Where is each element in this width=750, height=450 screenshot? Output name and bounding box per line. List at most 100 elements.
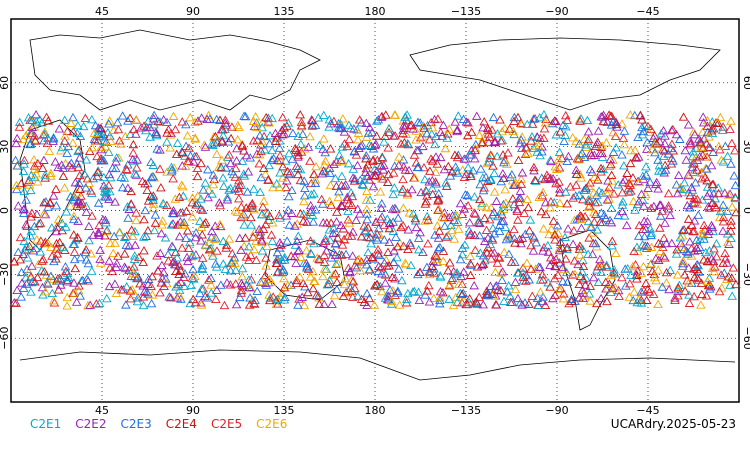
observation-triangle [668, 124, 678, 134]
observation-triangle [533, 300, 544, 309]
observation-triangle [326, 253, 337, 262]
observation-triangle [318, 271, 328, 281]
observation-triangle [692, 165, 702, 174]
observation-triangle [481, 225, 492, 234]
observation-triangle [656, 128, 666, 138]
observation-triangle [422, 211, 432, 221]
observation-triangle [545, 282, 555, 291]
observation-triangle [390, 273, 400, 283]
observation-triangle [503, 281, 514, 290]
bottom-lon-label: −90 [545, 404, 568, 417]
observation-triangle [220, 115, 231, 124]
observation-triangle [190, 134, 200, 143]
observation-triangle [250, 111, 261, 121]
observation-triangle [57, 218, 68, 227]
observation-triangle [75, 131, 86, 141]
observation-triangle [415, 118, 426, 127]
observation-triangle [663, 188, 674, 198]
left-latitude-labels: 60300−30−60 [0, 76, 11, 350]
observation-triangle [71, 297, 82, 306]
observation-triangle [84, 178, 94, 188]
observation-triangle [432, 257, 442, 266]
observation-triangle [283, 118, 294, 127]
observation-triangle [240, 233, 251, 242]
observation-triangle [330, 250, 341, 259]
observation-triangle [671, 129, 682, 139]
observation-triangle [730, 145, 740, 155]
observation-triangle [182, 131, 193, 140]
observation-triangle [477, 198, 487, 208]
observation-triangle [39, 267, 50, 276]
observation-triangle [343, 198, 354, 208]
observation-triangle [39, 129, 50, 138]
observation-triangle [433, 233, 444, 242]
observation-triangle [416, 187, 426, 197]
observation-triangle [628, 295, 638, 305]
observation-triangle [480, 255, 490, 265]
observation-triangle [139, 246, 149, 255]
observation-triangle [18, 134, 29, 144]
observation-triangle [418, 121, 429, 130]
observation-triangle [289, 251, 300, 261]
observation-triangle [31, 243, 41, 252]
observation-triangle [581, 142, 592, 152]
observation-triangle [459, 296, 469, 305]
observation-triangle [424, 135, 435, 144]
observation-triangle [457, 243, 468, 252]
observation-triangle [527, 291, 538, 300]
observation-triangle [207, 247, 217, 257]
observation-triangle [363, 222, 373, 232]
observation-triangle [133, 273, 143, 282]
observation-triangle [500, 123, 510, 133]
observation-triangle [684, 278, 694, 287]
observation-triangle [171, 149, 182, 158]
observation-triangle [484, 153, 495, 163]
observation-triangle [43, 238, 53, 248]
observation-triangle [97, 132, 108, 141]
observation-triangle [125, 286, 136, 295]
observation-triangle [215, 115, 225, 124]
observation-triangle [332, 277, 342, 286]
observation-triangle [169, 163, 179, 172]
observation-triangle [629, 246, 639, 256]
observation-triangle [675, 134, 685, 143]
observation-triangle [517, 119, 527, 128]
observation-triangle [393, 286, 403, 295]
observation-triangle [53, 214, 64, 224]
observation-triangle [433, 196, 443, 205]
observation-triangle [441, 178, 451, 187]
observation-triangle [459, 204, 469, 213]
observation-triangle [659, 146, 670, 155]
observation-triangle [376, 262, 386, 272]
observation-triangle [678, 256, 688, 265]
observation-triangle [663, 201, 674, 210]
observation-triangle [726, 233, 736, 242]
observation-triangle [386, 296, 397, 306]
observation-triangle [543, 277, 553, 287]
observation-triangle [15, 255, 25, 264]
observation-triangle [478, 173, 488, 182]
observation-triangle [69, 288, 80, 297]
observation-triangle [457, 298, 467, 307]
observation-triangle [372, 279, 382, 289]
observation-triangle [336, 220, 346, 230]
observation-triangle [69, 254, 80, 264]
observation-triangle [98, 215, 108, 224]
product-date-stamp: UCARdry.2025-05-23 [610, 417, 736, 431]
observation-triangle [201, 217, 211, 227]
observation-triangle [523, 202, 534, 212]
observation-triangle [708, 147, 718, 156]
observation-triangle [408, 287, 418, 296]
observation-triangle [699, 152, 710, 161]
observation-triangle [104, 169, 115, 179]
observation-triangle [520, 149, 531, 159]
observation-triangle [62, 148, 72, 157]
observation-triangle [19, 159, 29, 168]
observation-triangle [337, 201, 348, 210]
observation-triangle [156, 278, 167, 287]
observation-triangle [257, 136, 267, 145]
observation-triangle [335, 155, 346, 164]
observation-triangle [262, 241, 272, 250]
observation-triangle [486, 203, 496, 212]
observation-triangle [469, 208, 479, 217]
